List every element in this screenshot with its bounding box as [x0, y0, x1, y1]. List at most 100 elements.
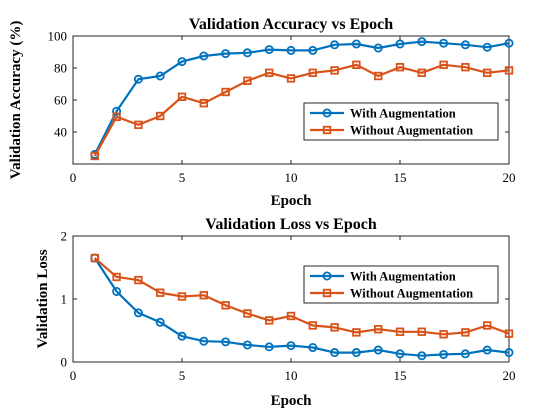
legend-item: Without Augmentation — [310, 287, 473, 301]
y-axis-label: Validation Accuracy (%) — [8, 21, 24, 180]
data-point — [461, 63, 470, 72]
legend-label: With Augmentation — [350, 270, 456, 284]
legend: With Augmentation Without Augmentation — [303, 102, 499, 141]
data-point — [264, 68, 274, 77]
y-tick-label: 40 — [54, 125, 67, 140]
data-point — [439, 330, 448, 339]
data-point — [134, 275, 143, 285]
data-point — [199, 336, 209, 346]
data-point — [90, 253, 99, 263]
data-point — [286, 74, 296, 83]
legend-box — [303, 102, 499, 141]
legend-box — [303, 265, 499, 304]
data-point — [308, 343, 318, 353]
data-point — [352, 60, 361, 69]
data-point — [177, 92, 187, 101]
x-tick-label: 5 — [179, 170, 186, 185]
data-point — [373, 325, 383, 334]
legend-marker — [322, 271, 332, 281]
series-2 — [90, 60, 514, 161]
x-tick-label: 20 — [503, 368, 516, 383]
x-tick-label: 0 — [70, 170, 77, 185]
data-point — [504, 329, 514, 338]
chart-1: 0 5 10 15 20 40 60 80 100 Validation Accuracy vs … — [8, 16, 516, 209]
y-tick-label: 1 — [61, 292, 68, 307]
data-point — [460, 349, 470, 359]
data-point — [351, 348, 361, 358]
chart-2: 0 5 10 15 20 0 1 2 Validation Loss vs Epoch Epoch… — [35, 216, 516, 409]
data-point — [177, 331, 187, 341]
data-point — [286, 45, 296, 55]
data-point — [264, 342, 274, 352]
data-point — [221, 337, 231, 347]
x-axis-label: Epoch — [271, 393, 313, 409]
data-point — [373, 43, 383, 53]
legend-marker — [322, 108, 332, 118]
data-point — [242, 48, 252, 58]
data-point — [134, 120, 143, 129]
x-axis-label: Epoch — [271, 193, 313, 209]
data-point — [199, 51, 209, 61]
data-point — [504, 38, 514, 48]
legend-item: With Augmentation — [310, 270, 456, 284]
data-point — [373, 71, 383, 81]
data-point — [461, 328, 470, 337]
legend-item: Without Augmentation — [310, 124, 473, 138]
data-point — [417, 351, 427, 361]
data-point — [330, 348, 340, 358]
data-point — [286, 311, 296, 321]
data-point — [199, 291, 208, 300]
legend-item: With Augmentation — [310, 107, 456, 121]
x-tick-label: 10 — [285, 170, 298, 185]
series-1 — [90, 253, 514, 361]
x-tick-label: 10 — [285, 368, 298, 383]
data-point — [482, 42, 492, 52]
data-point — [504, 66, 514, 75]
data-point — [155, 111, 165, 121]
y-tick-label: 0 — [61, 355, 68, 370]
x-tick-label: 20 — [503, 170, 516, 185]
data-point — [264, 316, 274, 325]
data-point — [155, 288, 165, 297]
data-point — [264, 45, 274, 55]
data-point — [155, 71, 165, 81]
data-point — [221, 301, 230, 310]
legend: With Augmentation Without Augmentation — [303, 265, 499, 304]
series-1 — [90, 37, 514, 159]
data-point — [395, 349, 405, 359]
series-2 — [90, 253, 514, 339]
data-point — [417, 327, 426, 336]
x-tick-label: 15 — [394, 368, 407, 383]
data-point — [155, 317, 165, 327]
data-point — [199, 99, 208, 108]
y-tick-label: 60 — [54, 93, 67, 108]
x-tick-label: 0 — [70, 368, 77, 383]
data-point — [308, 68, 317, 77]
legend-label: Without Augmentation — [350, 287, 473, 301]
data-point — [112, 272, 121, 282]
data-point — [417, 37, 427, 47]
data-point — [482, 68, 492, 77]
data-point — [177, 57, 187, 67]
data-point — [439, 38, 449, 48]
y-tick-label: 100 — [48, 29, 68, 44]
data-point — [439, 60, 448, 69]
data-point — [330, 66, 339, 75]
plot-area — [72, 35, 510, 165]
data-point — [417, 68, 426, 77]
data-point — [352, 328, 361, 337]
data-point — [243, 76, 252, 85]
legend-marker — [322, 125, 332, 135]
data-point — [243, 309, 252, 318]
data-point — [133, 308, 143, 318]
data-point — [373, 345, 383, 355]
legend-label: With Augmentation — [350, 107, 456, 121]
chart-title: Validation Loss vs Epoch — [205, 216, 377, 233]
data-point — [242, 340, 252, 350]
data-point — [221, 87, 230, 97]
data-point — [308, 321, 317, 330]
data-point — [460, 40, 470, 50]
data-point — [112, 112, 121, 121]
x-tick-label: 5 — [179, 368, 186, 383]
